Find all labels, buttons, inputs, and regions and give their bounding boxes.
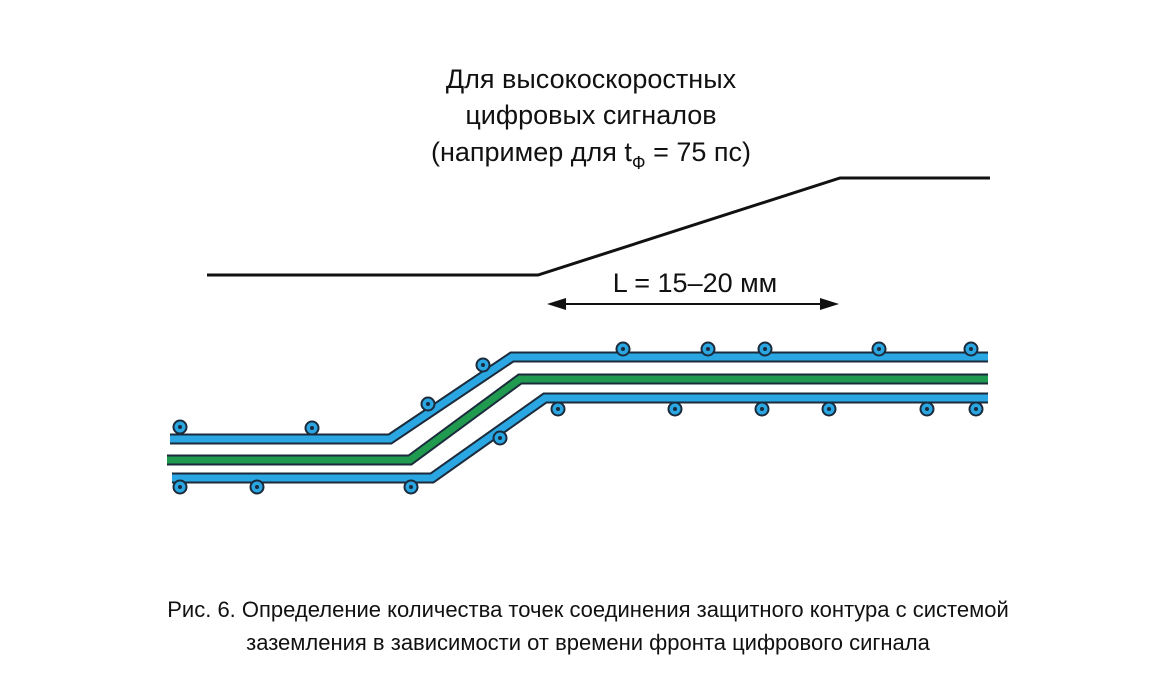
via-hole [310, 426, 314, 430]
via-hole [621, 347, 625, 351]
example-suffix: = 75 пс) [646, 137, 751, 167]
via-hole [556, 407, 560, 411]
annotation-example: (например для tФ = 75 пс) [431, 137, 751, 173]
example-subscript: Ф [632, 153, 646, 173]
signal-front [207, 176, 990, 277]
via-hole [974, 407, 978, 411]
via-hole [706, 347, 710, 351]
via-hole [178, 485, 182, 489]
via-hole [763, 347, 767, 351]
via-hole [969, 347, 973, 351]
via-hole [426, 402, 430, 406]
via-hole [827, 407, 831, 411]
via-hole [255, 485, 259, 489]
vias [172, 341, 984, 495]
trace-signal [167, 375, 988, 464]
example-prefix: (например для t [431, 137, 632, 167]
trace-shield [172, 394, 988, 482]
arrow-head [547, 298, 566, 310]
arrow-head [820, 298, 839, 310]
via-hole [673, 407, 677, 411]
trace-outline [167, 373, 988, 466]
annotation-line: Для высокоскоростных [446, 64, 737, 94]
caption-line: заземления в зависимости от времени фрон… [246, 630, 931, 655]
trace-shield [170, 353, 988, 443]
via-hole [877, 347, 881, 351]
traces [167, 351, 988, 484]
caption-line: Рис. 6. Определение количества точек сое… [167, 597, 1009, 622]
via-hole [925, 407, 929, 411]
via-hole [481, 363, 485, 367]
annotation-line: цифровых сигналов [465, 100, 716, 130]
via-hole [409, 485, 413, 489]
via-hole [178, 425, 182, 429]
via-hole [498, 436, 502, 440]
dimension-label: L = 15–20 мм [613, 268, 778, 298]
via-hole [760, 407, 764, 411]
